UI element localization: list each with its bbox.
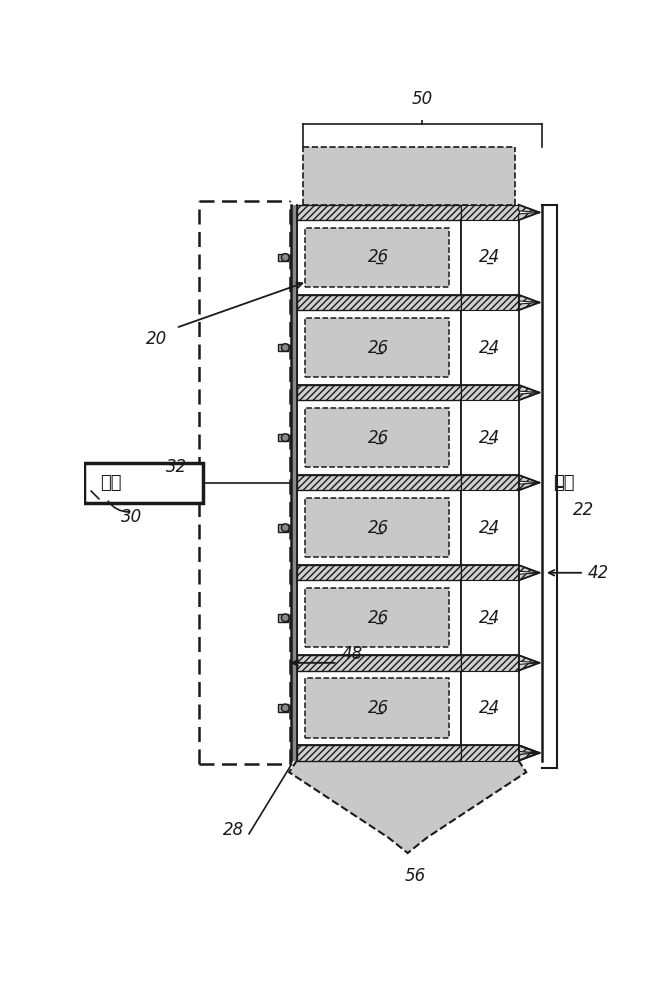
Bar [297, 565, 461, 580]
Text: 26: 26 [368, 609, 390, 627]
Text: 42: 42 [588, 564, 609, 582]
Polygon shape [519, 655, 539, 663]
Polygon shape [519, 573, 539, 580]
Bar [461, 671, 519, 745]
Bar [461, 310, 519, 385]
Bar [297, 475, 461, 490]
Bar [297, 671, 461, 745]
Bar [297, 220, 461, 295]
Bar [297, 400, 461, 475]
Text: 24: 24 [479, 339, 500, 357]
Text: 26: 26 [368, 429, 390, 447]
Circle shape [282, 614, 289, 622]
Bar [461, 745, 519, 761]
Polygon shape [519, 753, 539, 761]
Text: 前侧: 前侧 [553, 474, 575, 492]
Bar [461, 490, 519, 565]
Polygon shape [519, 663, 539, 671]
Bar [278, 704, 288, 712]
Circle shape [282, 254, 289, 261]
Bar [278, 254, 288, 261]
Circle shape [282, 344, 289, 351]
Bar [297, 205, 461, 220]
Bar [305, 228, 449, 287]
Polygon shape [519, 483, 539, 490]
Polygon shape [519, 745, 539, 753]
Text: 32: 32 [166, 458, 187, 476]
Bar [278, 614, 288, 622]
Circle shape [282, 434, 289, 441]
Circle shape [282, 254, 289, 261]
Bar [297, 295, 461, 310]
Polygon shape [519, 753, 539, 761]
Text: 50: 50 [412, 90, 433, 108]
Circle shape [282, 704, 289, 712]
Bar [305, 318, 449, 377]
Bar [461, 295, 519, 310]
Bar [461, 475, 519, 490]
Circle shape [282, 434, 289, 441]
Polygon shape [519, 212, 539, 220]
Bar [303, 147, 515, 205]
Text: 48: 48 [341, 645, 363, 663]
Bar [278, 434, 288, 441]
Text: 56: 56 [405, 867, 426, 885]
Text: 26: 26 [368, 519, 390, 537]
Text: 24: 24 [479, 609, 500, 627]
Polygon shape [519, 475, 539, 483]
Circle shape [282, 524, 289, 532]
Text: 24: 24 [479, 248, 500, 266]
Bar [297, 745, 461, 761]
Polygon shape [519, 302, 539, 310]
Text: 26: 26 [368, 699, 390, 717]
Bar [84, 463, 203, 503]
Bar [461, 580, 519, 655]
Bar [297, 490, 461, 565]
Circle shape [282, 344, 289, 351]
Polygon shape [519, 565, 539, 573]
Bar [297, 385, 461, 400]
Text: 24: 24 [479, 519, 500, 537]
Bar [305, 498, 449, 557]
Bar [461, 385, 519, 400]
Text: 26: 26 [368, 339, 390, 357]
Bar [461, 400, 519, 475]
Bar [461, 205, 519, 220]
Polygon shape [519, 205, 539, 212]
Text: 30: 30 [121, 508, 142, 526]
Bar [291, 205, 297, 761]
Bar [305, 588, 449, 647]
Bar [297, 655, 461, 671]
Text: 24: 24 [479, 699, 500, 717]
Polygon shape [519, 295, 539, 302]
Text: 28: 28 [223, 821, 244, 839]
Bar [461, 655, 519, 671]
Bar [461, 565, 519, 580]
Polygon shape [519, 745, 539, 753]
Bar [297, 310, 461, 385]
Polygon shape [289, 761, 526, 853]
Text: 22: 22 [572, 501, 593, 519]
Bar [305, 678, 449, 738]
Text: 26: 26 [368, 248, 390, 266]
Circle shape [282, 524, 289, 532]
Bar [305, 408, 449, 467]
Circle shape [282, 614, 289, 622]
Text: 20: 20 [146, 330, 167, 348]
Bar [297, 580, 461, 655]
Polygon shape [519, 393, 539, 400]
Polygon shape [519, 385, 539, 393]
Text: 24: 24 [479, 429, 500, 447]
Circle shape [282, 704, 289, 712]
Bar [278, 344, 288, 351]
Bar [278, 524, 288, 532]
Bar [461, 220, 519, 295]
Text: 背侧: 背侧 [100, 474, 122, 492]
